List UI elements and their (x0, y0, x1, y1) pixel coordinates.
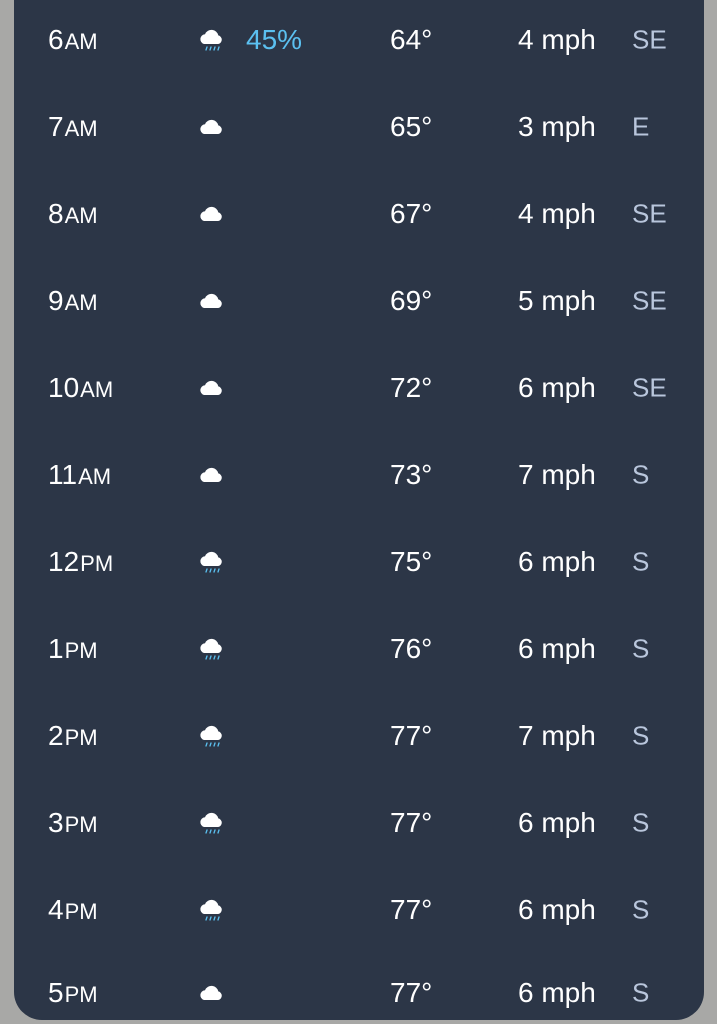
hour-label: 7AM (48, 111, 98, 142)
temperature: 73° (390, 459, 433, 490)
temperature: 77° (390, 720, 433, 751)
temperature: 67° (390, 198, 433, 229)
wind-direction: S (632, 459, 650, 490)
hour-label: 3PM (48, 807, 98, 838)
temperature: 72° (390, 372, 433, 403)
wind-speed: 7 mph (518, 720, 596, 751)
rain-cloud-icon (200, 725, 222, 747)
temperature: 69° (390, 285, 433, 316)
rain-cloud-icon (200, 638, 222, 660)
wind-direction: S (632, 894, 650, 925)
cloud-icon (200, 119, 222, 134)
cloud-icon (200, 467, 222, 482)
wind-direction: SE (632, 372, 667, 403)
wind-speed: 6 mph (518, 372, 596, 403)
hour-row: 9AM 69° 5 mph SE (0, 271, 717, 331)
hourly-forecast-panel (14, 0, 704, 1020)
hour-row: 8AM 67° 4 mph SE (0, 184, 717, 244)
hour-row: 5PM 77° 6 mph S (0, 963, 717, 1023)
hour-label: 10AM (48, 372, 114, 403)
temperature: 77° (390, 977, 433, 1008)
wind-speed: 6 mph (518, 894, 596, 925)
rain-cloud-icon (200, 551, 222, 573)
rain-cloud-icon (200, 899, 222, 921)
hour-row: 2PM 77° 7 mph S (0, 706, 717, 766)
wind-speed: 7 mph (518, 459, 596, 490)
hour-row: 6AM 45% 64° 4 mph SE (0, 10, 717, 70)
hour-label: 5PM (48, 977, 98, 1008)
temperature: 77° (390, 894, 433, 925)
hour-label: 9AM (48, 285, 98, 316)
hour-row: 10AM 72° 6 mph SE (0, 358, 717, 418)
cloud-icon (200, 206, 222, 221)
hour-label: 2PM (48, 720, 98, 751)
wind-direction: S (632, 633, 650, 664)
cloud-icon (200, 985, 222, 1000)
wind-direction: S (632, 546, 650, 577)
wind-speed: 6 mph (518, 807, 596, 838)
wind-speed: 6 mph (518, 977, 596, 1008)
wind-direction: S (632, 977, 650, 1008)
hour-label: 4PM (48, 894, 98, 925)
hour-row: 7AM 65° 3 mph E (0, 97, 717, 157)
rain-cloud-icon (200, 29, 222, 51)
hour-label: 1PM (48, 633, 98, 664)
wind-speed: 3 mph (518, 111, 596, 142)
wind-speed: 6 mph (518, 633, 596, 664)
cloud-icon (200, 380, 222, 395)
hour-row: 4PM 77° 6 mph S (0, 880, 717, 940)
hour-row: 1PM 76° 6 mph S (0, 619, 717, 679)
wind-direction: SE (632, 198, 667, 229)
wind-direction: SE (632, 285, 667, 316)
temperature: 65° (390, 111, 433, 142)
cloud-icon (200, 293, 222, 308)
wind-speed: 5 mph (518, 285, 596, 316)
hour-label: 12PM (48, 546, 114, 577)
hour-label: 8AM (48, 198, 98, 229)
hour-row: 11AM 73° 7 mph S (0, 445, 717, 505)
temperature: 64° (390, 24, 433, 55)
hour-label: 11AM (48, 459, 112, 490)
precip-chance: 45% (246, 24, 303, 55)
wind-direction: S (632, 807, 650, 838)
hour-label: 6AM (48, 24, 98, 55)
temperature: 77° (390, 807, 433, 838)
wind-speed: 6 mph (518, 546, 596, 577)
temperature: 75° (390, 546, 433, 577)
temperature: 76° (390, 633, 433, 664)
wind-speed: 4 mph (518, 24, 596, 55)
wind-direction: SE (632, 24, 667, 55)
wind-speed: 4 mph (518, 198, 596, 229)
hour-row: 12PM 75° 6 mph S (0, 532, 717, 592)
rain-cloud-icon (200, 812, 222, 834)
wind-direction: E (632, 111, 650, 142)
wind-direction: S (632, 720, 650, 751)
hour-row: 3PM 77° 6 mph S (0, 793, 717, 853)
